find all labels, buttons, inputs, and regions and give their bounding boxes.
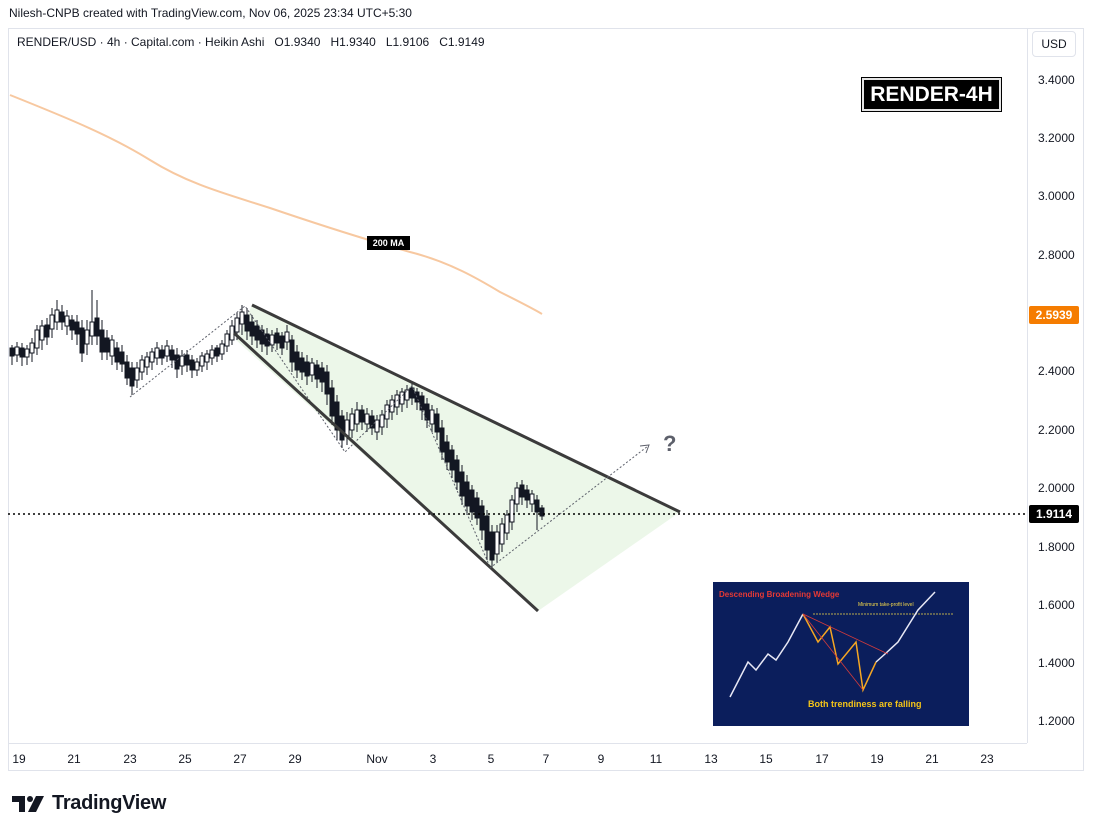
time-tick: 15 bbox=[759, 752, 773, 766]
last-price-badge: 1.9114 bbox=[1029, 505, 1079, 523]
price-tick: 3.2000 bbox=[1038, 131, 1075, 145]
inset-diagram bbox=[729, 591, 953, 698]
price-tick: 1.8000 bbox=[1038, 540, 1075, 554]
time-tick: 17 bbox=[815, 752, 829, 766]
price-tick: 1.4000 bbox=[1038, 656, 1075, 670]
price-tick: 1.2000 bbox=[1038, 714, 1075, 728]
tradingview-brand: TradingView bbox=[52, 792, 167, 814]
price-tick: 2.8000 bbox=[1038, 248, 1075, 262]
price-tick: 2.2000 bbox=[1038, 423, 1075, 437]
candles bbox=[9, 290, 545, 568]
candles-early bbox=[9, 290, 250, 395]
question-mark-label: ? bbox=[663, 431, 677, 456]
author-credit: Nilesh-CNPB created with TradingView.com… bbox=[9, 6, 412, 20]
wedge-fill bbox=[236, 305, 680, 611]
inset-note: Minimum take-profit level bbox=[858, 602, 914, 608]
time-tick: 21 bbox=[67, 752, 81, 766]
time-tick: 23 bbox=[123, 752, 137, 766]
time-tick: 27 bbox=[233, 752, 247, 766]
time-tick: 5 bbox=[487, 752, 495, 766]
zigzag-dotted-path bbox=[129, 305, 491, 568]
tradingview-logo-icon bbox=[12, 795, 44, 812]
time-tick: 29 bbox=[288, 752, 302, 766]
price-tick: 2.4000 bbox=[1038, 364, 1075, 378]
symbol-legend: RENDER/USD · 4h · Capital.com · Heikin A… bbox=[17, 35, 485, 49]
price-axis[interactable] bbox=[1027, 28, 1084, 743]
inset-title: Descending Broadening Wedge bbox=[719, 590, 840, 599]
time-tick: 19 bbox=[12, 752, 26, 766]
ma-200-label: 200 MA bbox=[367, 236, 410, 250]
price-tick: 3.4000 bbox=[1038, 73, 1075, 87]
time-tick: 3 bbox=[429, 752, 437, 766]
time-tick: 23 bbox=[980, 752, 994, 766]
time-tick: 9 bbox=[597, 752, 605, 766]
time-tick: 25 bbox=[178, 752, 192, 766]
candles-wedge bbox=[249, 315, 545, 568]
currency-button[interactable]: USD bbox=[1032, 31, 1076, 57]
tradingview-logo[interactable]: TradingView bbox=[12, 792, 166, 815]
inset-caption: Both trendiness are falling bbox=[808, 699, 922, 709]
price-tick: 1.6000 bbox=[1038, 598, 1075, 612]
time-axis[interactable] bbox=[8, 743, 1027, 771]
ma-200-line bbox=[9, 94, 543, 315]
price-tick: 3.0000 bbox=[1038, 189, 1075, 203]
time-tick: 7 bbox=[542, 752, 550, 766]
time-tick: 19 bbox=[870, 752, 884, 766]
breakout-projection bbox=[489, 445, 649, 569]
price-tick: 2.0000 bbox=[1038, 481, 1075, 495]
upper-trendline bbox=[251, 303, 681, 514]
lower-trendline bbox=[232, 331, 540, 613]
time-tick: 11 bbox=[649, 752, 663, 766]
chart-frame bbox=[8, 28, 1084, 771]
time-tick: 13 bbox=[704, 752, 718, 766]
chart-title-box: RENDER-4H bbox=[861, 77, 1002, 112]
time-tick: Nov bbox=[366, 752, 388, 766]
pattern-inset: Descending Broadening Wedge Minimum take… bbox=[713, 582, 969, 726]
arrow-head-icon bbox=[639, 444, 650, 454]
time-tick: 21 bbox=[925, 752, 939, 766]
ma-price-badge: 2.5939 bbox=[1029, 306, 1079, 324]
